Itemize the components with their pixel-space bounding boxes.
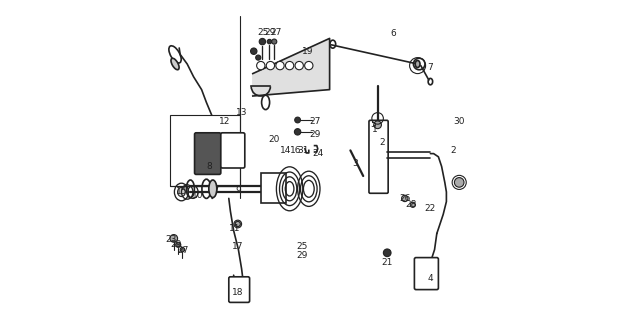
Text: 27: 27 [309,117,320,126]
Text: 16: 16 [290,146,302,155]
Text: 1: 1 [371,125,378,134]
Circle shape [402,195,408,202]
Text: 29: 29 [309,130,320,139]
Circle shape [266,61,275,70]
Text: 11: 11 [229,224,240,233]
Circle shape [180,247,185,252]
Text: 25: 25 [296,242,308,251]
Circle shape [305,61,313,70]
FancyBboxPatch shape [229,277,250,302]
Text: 22: 22 [425,204,436,212]
Text: 2: 2 [450,146,456,155]
Text: 20: 20 [268,135,280,144]
Polygon shape [253,38,329,96]
Circle shape [295,61,303,70]
Text: 18: 18 [232,288,243,297]
FancyBboxPatch shape [195,133,221,174]
Circle shape [234,220,241,228]
Circle shape [267,39,271,44]
Circle shape [276,61,284,70]
Text: 19: 19 [303,47,314,56]
Ellipse shape [171,58,179,70]
Circle shape [256,55,261,60]
Text: 15: 15 [176,188,187,196]
Circle shape [251,48,257,54]
Circle shape [271,39,277,44]
Circle shape [454,178,464,187]
Text: 23: 23 [165,236,177,244]
Text: 10: 10 [192,191,203,200]
Text: 25: 25 [258,28,269,36]
Circle shape [410,202,416,207]
Text: 29: 29 [264,28,275,36]
Text: 9: 9 [235,186,241,195]
Ellipse shape [209,180,217,198]
Text: 29: 29 [170,240,182,249]
Text: 17: 17 [232,242,243,251]
Text: 3: 3 [353,159,358,168]
FancyBboxPatch shape [369,120,388,193]
Circle shape [170,235,178,242]
Ellipse shape [415,60,420,68]
Text: 7: 7 [427,63,433,72]
Text: 4: 4 [427,274,433,283]
Text: 29: 29 [296,252,308,260]
Ellipse shape [178,188,185,196]
Bar [170,115,240,186]
Text: 30: 30 [454,117,465,126]
Circle shape [256,61,265,70]
Circle shape [259,38,266,45]
Text: 21: 21 [381,258,393,267]
Text: 13: 13 [236,108,247,116]
Text: 2: 2 [379,138,385,147]
FancyBboxPatch shape [221,133,245,168]
Text: 24: 24 [313,149,324,158]
Text: 14: 14 [280,146,291,155]
Bar [261,173,286,203]
Text: 27: 27 [270,28,282,36]
FancyBboxPatch shape [414,258,439,290]
Text: 26: 26 [399,194,411,203]
Circle shape [295,117,301,123]
Circle shape [383,249,391,257]
Text: 27: 27 [178,246,189,255]
Text: 12: 12 [219,117,231,126]
Circle shape [374,121,381,129]
Circle shape [285,61,294,70]
Text: 8: 8 [206,162,212,171]
Circle shape [295,129,301,135]
Text: 5: 5 [370,120,376,129]
Circle shape [176,242,181,247]
Text: 28: 28 [406,200,417,209]
Text: 6: 6 [391,29,396,38]
Text: 31: 31 [297,146,309,155]
